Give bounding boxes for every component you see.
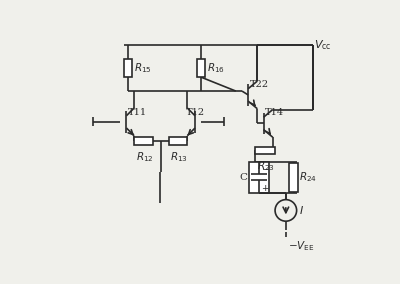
Text: $V_{\rm cc}$: $V_{\rm cc}$ xyxy=(314,38,332,52)
Bar xyxy=(134,137,153,145)
Text: T11: T11 xyxy=(128,108,147,117)
Bar xyxy=(289,163,298,192)
Text: $R_{24}$: $R_{24}$ xyxy=(299,170,317,184)
Text: $-$: $-$ xyxy=(261,163,270,172)
Text: T22: T22 xyxy=(250,80,269,89)
Bar xyxy=(255,147,275,154)
Text: $R_{23}$: $R_{23}$ xyxy=(257,160,275,174)
Text: T14: T14 xyxy=(265,108,284,117)
Bar xyxy=(197,59,205,77)
Text: $+$: $+$ xyxy=(261,183,270,193)
Text: $R_{12}$: $R_{12}$ xyxy=(136,150,153,164)
Bar xyxy=(169,137,187,145)
Bar xyxy=(249,162,269,193)
Text: $R_{13}$: $R_{13}$ xyxy=(170,150,188,164)
Text: $R_{16}$: $R_{16}$ xyxy=(207,61,225,75)
Text: $I$: $I$ xyxy=(299,204,304,216)
Text: C: C xyxy=(239,173,247,182)
Text: $R_{15}$: $R_{15}$ xyxy=(134,61,152,75)
Text: $-V_{\rm EE}$: $-V_{\rm EE}$ xyxy=(288,239,315,253)
Bar xyxy=(124,59,132,77)
Text: T12: T12 xyxy=(186,108,205,117)
